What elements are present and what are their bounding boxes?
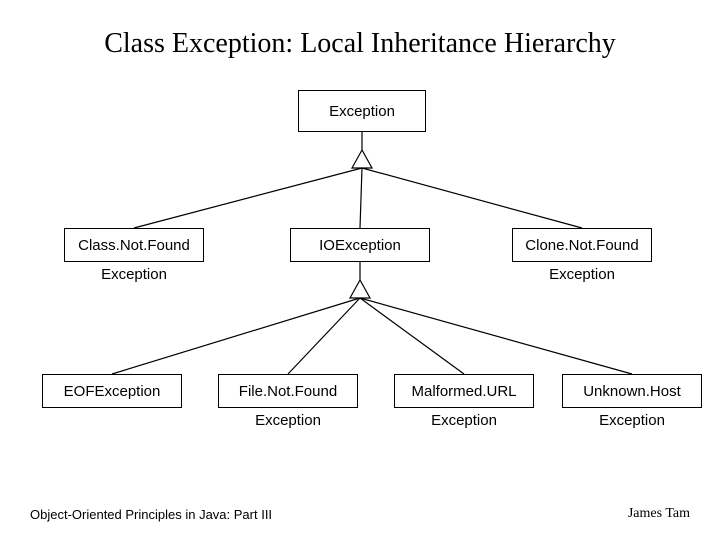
- node-eof-exception: EOFException: [42, 374, 182, 408]
- node-label: Unknown.Host: [583, 383, 681, 400]
- node-label: File.Not.Found: [239, 383, 337, 400]
- footer-left: Object-Oriented Principles in Java: Part…: [30, 507, 272, 522]
- footer-right: James Tam: [628, 506, 690, 522]
- node-clone-not-found: Clone.Not.Found: [512, 228, 652, 262]
- node-label: Class.Not.Found: [78, 237, 190, 254]
- node-label: IOException: [319, 237, 401, 254]
- node-sublabel: Exception: [512, 266, 652, 283]
- node-sublabel: Exception: [562, 412, 702, 429]
- node-io-exception: IOException: [290, 228, 430, 262]
- node-label: Exception: [329, 103, 395, 120]
- node-malformed-url: Malformed.URL: [394, 374, 534, 408]
- node-sublabel: Exception: [64, 266, 204, 283]
- node-label: Malformed.URL: [411, 383, 516, 400]
- node-label: Clone.Not.Found: [525, 237, 638, 254]
- node-sublabel: Exception: [394, 412, 534, 429]
- node-file-not-found: File.Not.Found: [218, 374, 358, 408]
- node-exception: Exception: [298, 90, 426, 132]
- node-sublabel: Exception: [218, 412, 358, 429]
- page-title: Class Exception: Local Inheritance Hiera…: [0, 28, 720, 60]
- node-class-not-found: Class.Not.Found: [64, 228, 204, 262]
- node-label: EOFException: [64, 383, 161, 400]
- node-unknown-host: Unknown.Host: [562, 374, 702, 408]
